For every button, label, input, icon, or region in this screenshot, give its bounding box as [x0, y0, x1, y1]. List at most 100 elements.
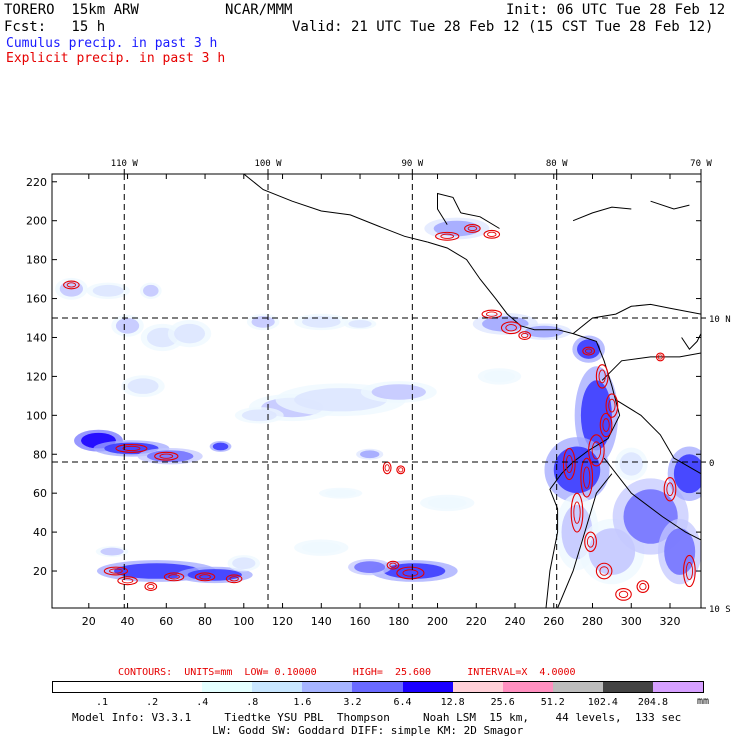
coastline — [601, 352, 701, 381]
explicit-contour-inner — [521, 332, 529, 339]
explicit-contour-inner — [639, 582, 647, 591]
lat-label: 0 — [709, 459, 714, 469]
explicit-contour-inner — [168, 574, 180, 580]
coastline — [615, 399, 701, 475]
cumulus-patch — [673, 454, 701, 494]
colorbar-label: 12.8 — [440, 697, 465, 708]
explicit-contour — [562, 447, 576, 481]
forecast-hour: Fcst: 15 h — [4, 19, 106, 35]
cumulus-patch — [301, 541, 341, 554]
lon-label: 80 W — [546, 159, 568, 169]
y-tick-label: 80 — [33, 448, 47, 461]
y-tick-label: 40 — [33, 526, 47, 539]
x-tick-label: 320 — [660, 615, 681, 628]
coastline — [437, 192, 462, 225]
coastline — [572, 206, 632, 222]
explicit-contour-inner — [485, 311, 498, 317]
cumulus-patch — [212, 442, 229, 451]
x-tick-label: 200 — [427, 615, 448, 628]
cumulus-patch — [619, 452, 643, 476]
explicit-contour — [483, 229, 501, 239]
explicit-contour — [599, 412, 613, 438]
y-tick-label: 220 — [26, 176, 47, 189]
x-tick-label: 60 — [159, 615, 173, 628]
explicit-contour — [582, 346, 595, 356]
cumulus-patch — [301, 316, 341, 328]
explicit-contour — [225, 574, 243, 584]
colorbar-swatch — [52, 681, 104, 693]
explicit-contour — [683, 554, 696, 588]
explicit-contour-inner — [66, 282, 77, 288]
explicit-contour-inner — [618, 590, 629, 599]
explicit-contour-inner — [573, 501, 581, 524]
colorbar-label: 6.4 — [393, 697, 412, 708]
y-tick-label: 180 — [26, 254, 47, 267]
cumulus-patch — [115, 318, 140, 334]
cumulus-patch — [143, 284, 159, 297]
explicit-contour — [615, 587, 632, 601]
coastline — [460, 212, 500, 229]
explicit-contour — [570, 492, 584, 533]
explicit-contour-inner — [487, 231, 497, 237]
explicit-contour-inner — [586, 536, 595, 548]
colorbar-label: .2 — [146, 697, 159, 708]
cumulus-patch — [127, 378, 159, 394]
coastline — [427, 241, 574, 335]
colorbar-unit: mm — [697, 696, 710, 707]
colorbar-swatch — [402, 681, 454, 693]
x-tick-label: 140 — [311, 615, 332, 628]
explicit-contour-inner — [565, 454, 573, 473]
explicit-contour — [580, 457, 594, 498]
explicit-contour — [500, 321, 522, 335]
lat-label: 10 N — [709, 315, 731, 325]
model-title: TORERO 15km ARW — [4, 2, 139, 18]
x-tick-label: 160 — [350, 615, 371, 628]
explicit-contour-inner — [229, 576, 239, 582]
contours-info: CONTOURS: UNITS=mm LOW= 0.10000 HIGH= 25… — [118, 667, 576, 678]
explicit-contour-inner — [147, 584, 155, 590]
explicit-contour — [584, 531, 597, 553]
x-tick-label: 240 — [505, 615, 526, 628]
y-tick-label: 120 — [26, 370, 47, 383]
colorbar-swatch — [152, 681, 204, 693]
explicit-contour — [117, 576, 138, 586]
colorbar-label: 51.2 — [540, 697, 565, 708]
explicit-contour-inner — [505, 324, 517, 332]
explicit-contour — [464, 224, 481, 233]
explicit-contour — [386, 560, 400, 570]
cumulus-patch — [482, 316, 529, 332]
coastline — [603, 457, 701, 541]
lon-label: 100 W — [254, 159, 282, 169]
explicit-contour-inner — [389, 562, 397, 568]
x-tick-label: 120 — [272, 615, 293, 628]
explicit-contour — [588, 434, 605, 467]
model-info-line2: LW: Godd SW: Goddard DIFF: simple KM: 2D… — [212, 724, 524, 737]
explicit-contour-inner — [657, 354, 663, 360]
cumulus-patch — [348, 319, 372, 328]
colorbar-label: .4 — [196, 697, 209, 708]
explicit-contour-inner — [584, 348, 593, 354]
lon-label: 110 W — [111, 159, 139, 169]
explicit-contour — [435, 231, 460, 241]
explicit-contour-inner — [398, 467, 404, 473]
explicit-contour-inner — [685, 562, 694, 581]
explicit-contour-inner — [599, 566, 609, 576]
explicit-contour-inner — [159, 453, 174, 459]
cumulus-patch — [524, 325, 564, 338]
y-tick-label: 100 — [26, 409, 47, 422]
cumulus-patch — [553, 446, 601, 494]
explicit-contour — [396, 566, 425, 580]
explicit-contour-inner — [602, 418, 610, 432]
explicit-contour-inner — [598, 369, 606, 384]
colorbar-label: 3.2 — [343, 697, 362, 708]
coastline — [650, 200, 690, 210]
colorbar-swatch — [352, 681, 404, 693]
colorbar-label: 1.6 — [293, 697, 312, 708]
explicit-contour-inner — [109, 568, 123, 574]
colorbar-label: 25.6 — [490, 697, 515, 708]
explicit-contour — [103, 566, 129, 576]
explicit-contour — [396, 465, 406, 475]
x-tick-label: 280 — [582, 615, 603, 628]
colorbar-label: .1 — [96, 697, 109, 708]
cumulus-patch — [174, 323, 206, 344]
